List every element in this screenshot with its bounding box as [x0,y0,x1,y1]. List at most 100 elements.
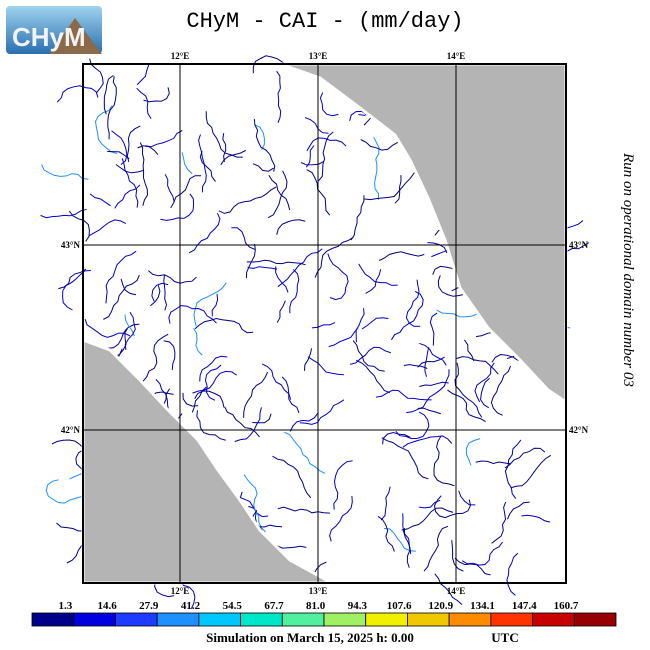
river [40,208,87,219]
river [329,495,353,542]
river [305,145,315,168]
river [136,64,150,86]
river [304,117,329,134]
river [381,437,429,480]
river [317,131,334,182]
river [194,317,254,334]
river [41,164,89,180]
river [276,70,282,123]
river [373,136,380,200]
river [243,371,269,418]
river [475,460,511,465]
colorbar-swatch [323,612,367,627]
colorbar-label: 94.3 [348,600,368,612]
colorbar-label: 160.7 [554,600,579,612]
river [403,528,411,568]
river [356,359,391,394]
river [418,499,441,509]
river [277,248,323,288]
river [289,269,300,314]
map-area [40,55,589,609]
river [391,290,424,341]
river [419,381,449,387]
river [352,340,385,372]
river [277,506,330,514]
river [303,348,313,371]
lat-label: 43°N [569,240,589,250]
river [142,333,169,388]
river [121,158,139,208]
river [380,486,391,521]
river [181,152,193,174]
river [124,314,135,337]
lon-label: 13°E [309,51,328,61]
colorbar-label: 54.5 [223,600,243,612]
river [147,270,197,284]
river [268,174,291,211]
river [365,269,382,294]
river [191,386,207,413]
river [224,406,260,438]
river [111,130,128,165]
river [402,435,453,448]
title: CHyM - CAI - (mm/day) [186,9,463,34]
river [160,193,195,221]
river [164,174,175,203]
river [333,460,353,510]
colorbar-label: 120.9 [428,600,453,612]
river [355,308,365,343]
river [433,495,472,519]
river [194,390,225,408]
colorbar-swatch [31,612,75,627]
logo: CHyM [6,6,102,54]
river [115,164,144,174]
sea [279,62,568,405]
river [222,133,227,163]
river [376,389,432,401]
river [139,142,149,207]
river [504,447,546,469]
colorbar-swatch [281,612,325,627]
colorbar-swatch [532,612,575,627]
footer-text: Simulation on March 15, 2025 h: 0.00 [206,630,414,645]
river [361,317,389,330]
side-note: Run on operational domain number 03 [620,152,636,387]
graticule [83,64,566,583]
river [480,377,490,409]
river [89,193,111,207]
river [143,87,170,103]
river [103,274,140,320]
river [504,439,522,499]
river [358,263,398,286]
river [243,474,266,533]
river [105,250,137,304]
river [383,527,416,552]
river [198,134,207,193]
river [276,300,286,323]
river [447,389,486,423]
river [252,413,272,424]
river [461,541,503,566]
river [261,363,292,400]
river [136,87,152,119]
colorbar-label: 147.4 [512,600,537,612]
colorbar-label: 14.6 [97,600,117,612]
river [507,501,530,520]
river [196,410,226,441]
river [434,573,463,605]
lon-label: 12°E [171,586,190,596]
lat-label: 42°N [569,425,589,435]
river [454,362,483,418]
river [436,309,477,318]
river [211,293,219,317]
river [124,312,136,351]
colorbar-swatch [198,612,241,627]
river [267,170,288,219]
river [521,514,551,523]
river [395,411,430,440]
river [163,274,168,311]
river [205,111,243,158]
river [306,169,331,216]
logo-text: CHyM [12,22,86,52]
